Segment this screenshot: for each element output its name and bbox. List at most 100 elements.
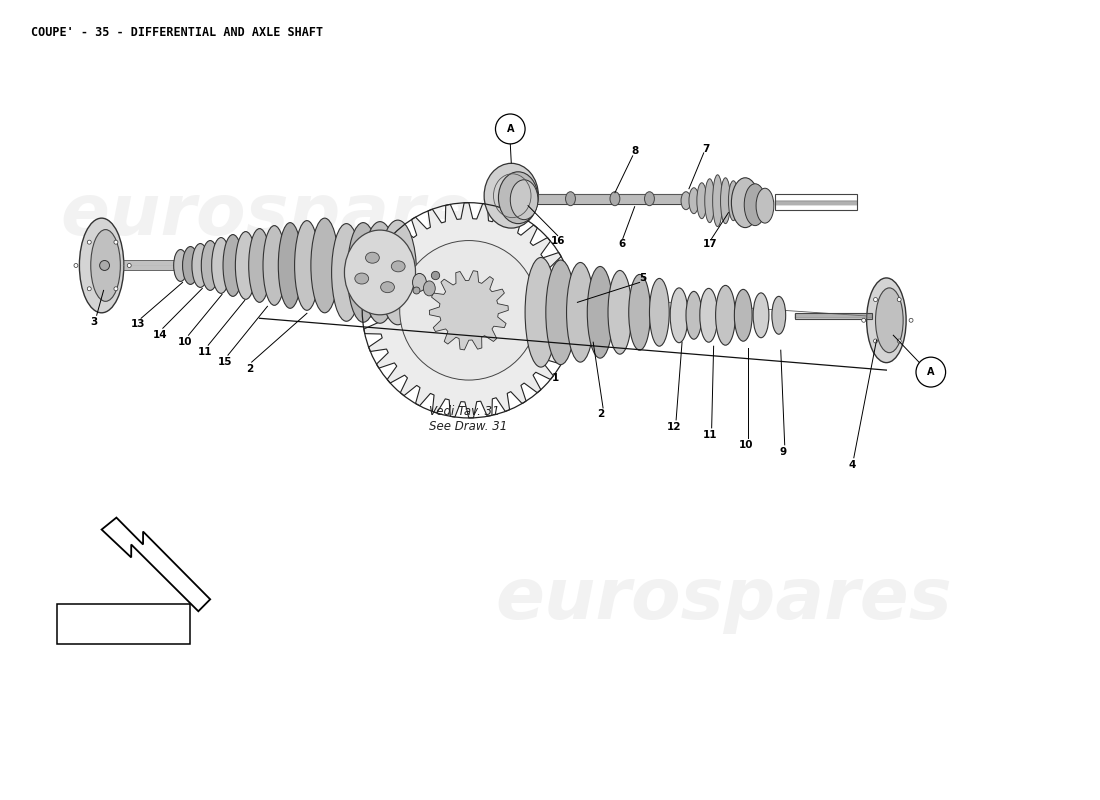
Ellipse shape: [365, 252, 380, 263]
Ellipse shape: [295, 221, 319, 310]
Ellipse shape: [211, 238, 230, 294]
Circle shape: [495, 114, 525, 144]
Ellipse shape: [392, 261, 405, 272]
Ellipse shape: [720, 178, 730, 224]
Ellipse shape: [873, 298, 878, 302]
Ellipse shape: [90, 230, 120, 302]
Polygon shape: [101, 518, 210, 611]
Ellipse shape: [645, 192, 654, 206]
Ellipse shape: [114, 240, 118, 244]
Ellipse shape: [379, 220, 417, 325]
Ellipse shape: [412, 274, 427, 291]
Text: 17: 17: [703, 238, 717, 249]
Ellipse shape: [79, 218, 124, 313]
Ellipse shape: [263, 226, 286, 306]
Ellipse shape: [716, 286, 735, 345]
Text: 15: 15: [218, 357, 232, 367]
Ellipse shape: [861, 318, 866, 322]
Text: 3: 3: [90, 318, 97, 327]
Text: A: A: [506, 124, 514, 134]
Text: 6: 6: [618, 238, 626, 249]
Ellipse shape: [546, 260, 575, 365]
Circle shape: [916, 357, 946, 387]
Ellipse shape: [87, 286, 91, 290]
Text: 11: 11: [198, 347, 212, 357]
Ellipse shape: [629, 274, 650, 350]
Ellipse shape: [898, 339, 901, 343]
Ellipse shape: [696, 182, 706, 218]
Ellipse shape: [909, 318, 913, 322]
Text: 13: 13: [131, 319, 145, 330]
FancyBboxPatch shape: [57, 604, 190, 644]
Ellipse shape: [74, 263, 78, 267]
Ellipse shape: [745, 184, 766, 226]
Text: 5: 5: [639, 274, 646, 283]
Ellipse shape: [587, 266, 613, 358]
Text: 11: 11: [703, 430, 717, 440]
Text: 7: 7: [702, 144, 710, 154]
Ellipse shape: [772, 296, 785, 334]
Ellipse shape: [686, 291, 702, 339]
Ellipse shape: [608, 270, 631, 354]
Text: 8: 8: [631, 146, 638, 156]
Ellipse shape: [510, 180, 538, 220]
Ellipse shape: [898, 298, 901, 302]
Ellipse shape: [735, 290, 752, 342]
Ellipse shape: [344, 230, 416, 314]
Polygon shape: [429, 270, 508, 350]
Ellipse shape: [873, 339, 878, 343]
Ellipse shape: [235, 231, 256, 299]
Ellipse shape: [100, 261, 110, 270]
Text: 1: 1: [552, 373, 559, 383]
Ellipse shape: [732, 178, 759, 228]
Ellipse shape: [689, 188, 698, 214]
Ellipse shape: [867, 278, 906, 362]
Text: 9: 9: [779, 447, 786, 457]
Text: 12: 12: [667, 422, 681, 432]
Ellipse shape: [249, 229, 271, 302]
Ellipse shape: [649, 278, 669, 346]
FancyBboxPatch shape: [528, 194, 686, 204]
Ellipse shape: [566, 262, 594, 362]
Text: 10: 10: [178, 338, 192, 347]
Ellipse shape: [754, 293, 769, 338]
Ellipse shape: [128, 263, 131, 267]
Ellipse shape: [525, 258, 557, 367]
Text: eurospares: eurospares: [60, 181, 517, 250]
Ellipse shape: [311, 218, 339, 313]
Ellipse shape: [348, 222, 380, 322]
Ellipse shape: [278, 222, 303, 308]
Text: 2: 2: [597, 409, 605, 419]
Ellipse shape: [355, 273, 368, 284]
Text: 16: 16: [550, 235, 565, 246]
Text: 14: 14: [153, 330, 167, 340]
Ellipse shape: [363, 222, 397, 323]
Text: COUPE' - 35 - DIFFERENTIAL AND AXLE SHAFT: COUPE' - 35 - DIFFERENTIAL AND AXLE SHAF…: [31, 26, 322, 39]
Ellipse shape: [728, 181, 738, 221]
Ellipse shape: [114, 286, 118, 290]
Ellipse shape: [876, 288, 903, 353]
Ellipse shape: [565, 192, 575, 206]
Ellipse shape: [223, 234, 243, 296]
Ellipse shape: [201, 241, 219, 290]
Ellipse shape: [183, 246, 198, 285]
Ellipse shape: [713, 174, 723, 226]
Ellipse shape: [681, 192, 691, 210]
Ellipse shape: [87, 240, 91, 244]
Polygon shape: [362, 202, 575, 418]
Ellipse shape: [610, 192, 620, 206]
Ellipse shape: [331, 224, 361, 322]
Ellipse shape: [174, 250, 187, 282]
Text: 4: 4: [848, 460, 856, 470]
Text: 2: 2: [246, 364, 253, 374]
Text: A: A: [927, 367, 935, 377]
Ellipse shape: [424, 281, 436, 296]
Ellipse shape: [498, 172, 538, 224]
Ellipse shape: [670, 288, 688, 342]
Text: Vedi Tav. 31
See Draw. 31: Vedi Tav. 31 See Draw. 31: [429, 405, 507, 433]
Ellipse shape: [756, 188, 773, 223]
Ellipse shape: [484, 163, 538, 228]
Text: 10: 10: [739, 440, 754, 450]
Ellipse shape: [700, 288, 717, 342]
Ellipse shape: [191, 243, 209, 287]
